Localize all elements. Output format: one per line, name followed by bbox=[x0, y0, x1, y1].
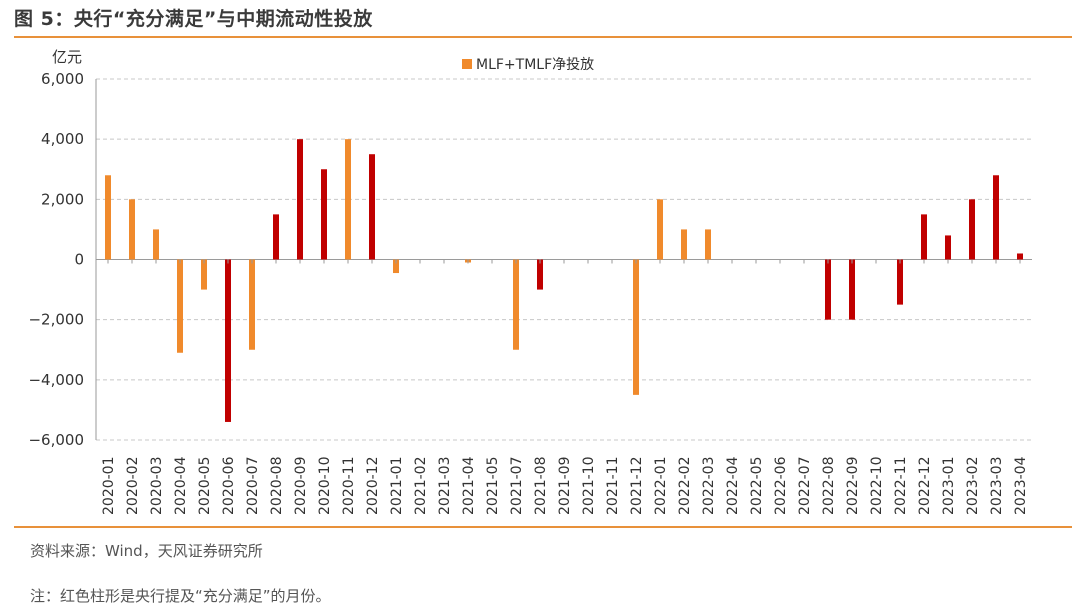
x-tick-label: 2023-01 bbox=[941, 457, 957, 516]
x-tick-label: 2020-02 bbox=[125, 457, 141, 516]
bar-2021-07 bbox=[513, 259, 519, 350]
bar-2020-01 bbox=[105, 175, 111, 260]
bar-2020-08 bbox=[273, 214, 279, 260]
bar-chart: 6,000 4,000 2,000 0 −2,000 −4,000 −6,000 2020-… bbox=[28, 48, 1032, 516]
x-tick-label: 2022-11 bbox=[893, 457, 909, 516]
x-tick-label: 2022-05 bbox=[749, 457, 765, 516]
x-tick-label: 2021-09 bbox=[557, 457, 573, 516]
footnote: 注：红色柱形是央行提及“充分满足”的月份。 bbox=[30, 587, 331, 605]
x-tick-label: 2022-09 bbox=[845, 457, 861, 516]
x-tick-label: 2021-03 bbox=[437, 457, 453, 516]
figure-title: 图 5：央行“充分满足”与中期流动性投放 bbox=[14, 8, 373, 30]
y-tick-label: −4,000 bbox=[28, 371, 84, 389]
bar-2020-06 bbox=[225, 259, 231, 422]
x-tick-label: 2021-01 bbox=[389, 457, 405, 516]
x-tick-label: 2022-02 bbox=[677, 457, 693, 516]
bar-2022-08 bbox=[825, 259, 831, 320]
bar-2022-11 bbox=[897, 259, 903, 305]
bar-2022-03 bbox=[705, 229, 711, 260]
bars bbox=[105, 139, 1023, 422]
legend-swatch bbox=[462, 59, 472, 69]
x-tick-label: 2021-12 bbox=[629, 457, 645, 516]
x-tick-label: 2020-06 bbox=[221, 456, 237, 515]
x-tick-label: 2022-07 bbox=[797, 457, 813, 516]
source-note: 资料来源：Wind，天风证券研究所 bbox=[30, 542, 263, 560]
bar-2022-09 bbox=[849, 259, 855, 320]
bar-2022-12 bbox=[921, 214, 927, 260]
x-tick-label: 2020-08 bbox=[269, 457, 285, 516]
bar-2020-11 bbox=[345, 139, 351, 260]
y-tick-label: −6,000 bbox=[28, 431, 84, 449]
bar-2023-04 bbox=[1017, 253, 1023, 260]
bar-2021-12 bbox=[633, 259, 639, 395]
x-tick-label: 2022-04 bbox=[725, 456, 741, 515]
bar-2020-04 bbox=[177, 259, 183, 353]
x-tick-label: 2020-09 bbox=[293, 457, 309, 516]
legend-label: MLF+TMLF净投放 bbox=[476, 57, 594, 73]
bar-2020-05 bbox=[201, 259, 207, 290]
x-tick-label: 2022-12 bbox=[917, 457, 933, 516]
bar-2021-01 bbox=[393, 259, 399, 274]
bar-2020-09 bbox=[297, 139, 303, 260]
x-tick-label: 2020-07 bbox=[245, 457, 261, 516]
x-tick-label: 2020-04 bbox=[173, 456, 189, 515]
y-axis-ticks: 6,000 4,000 2,000 0 −2,000 −4,000 −6,000 bbox=[28, 70, 84, 449]
bar-2023-02 bbox=[969, 199, 975, 260]
x-tick-label: 2022-03 bbox=[701, 457, 717, 516]
bar-2021-08 bbox=[537, 259, 543, 290]
x-tick-label: 2022-01 bbox=[653, 457, 669, 516]
x-tick-label: 2021-08 bbox=[533, 457, 549, 516]
bar-2023-03 bbox=[993, 175, 999, 260]
bar-2020-03 bbox=[153, 229, 159, 260]
x-tick-label: 2020-05 bbox=[197, 457, 213, 516]
x-tick-label: 2020-10 bbox=[317, 457, 333, 516]
top-rule bbox=[14, 36, 1072, 38]
bar-2022-02 bbox=[681, 229, 687, 260]
x-tick-label: 2020-12 bbox=[365, 457, 381, 516]
bar-2020-07 bbox=[249, 259, 255, 350]
y-tick-label: 4,000 bbox=[41, 130, 84, 148]
y-tick-label: 6,000 bbox=[41, 70, 84, 88]
x-tick-label: 2020-01 bbox=[101, 457, 117, 516]
x-tick-label: 2022-10 bbox=[869, 457, 885, 516]
bottom-rule bbox=[14, 526, 1072, 528]
bar-2023-01 bbox=[945, 235, 951, 260]
x-tick-label: 2020-03 bbox=[149, 457, 165, 516]
bar-2022-01 bbox=[657, 199, 663, 260]
x-tick-label: 2022-08 bbox=[821, 457, 837, 516]
x-tick-label: 2023-02 bbox=[965, 457, 981, 516]
x-tick-label: 2023-04 bbox=[1013, 456, 1029, 515]
y-tick-label: 2,000 bbox=[41, 190, 84, 208]
x-tick-label: 2021-04 bbox=[461, 456, 477, 515]
x-tick-label: 2021-11 bbox=[605, 457, 621, 516]
y-axis-unit-label: 亿元 bbox=[52, 48, 82, 66]
y-tick-label: 0 bbox=[74, 251, 84, 269]
x-axis-ticks: 2020-01 2020-02 2020-03 2020-04 2020-05 2020-… bbox=[101, 259, 1029, 516]
bar-2020-12 bbox=[369, 154, 375, 260]
x-tick-label: 2021-05 bbox=[485, 457, 501, 516]
bar-2020-02 bbox=[129, 199, 135, 260]
x-tick-label: 2021-02 bbox=[413, 457, 429, 516]
bar-2020-10 bbox=[321, 169, 327, 260]
x-tick-label: 2022-06 bbox=[773, 456, 789, 515]
x-tick-label: 2023-03 bbox=[989, 457, 1005, 516]
x-tick-label: 2020-11 bbox=[341, 457, 357, 516]
x-tick-label: 2021-07 bbox=[509, 457, 525, 516]
x-tick-label: 2021-10 bbox=[581, 457, 597, 516]
y-tick-label: −2,000 bbox=[28, 311, 84, 329]
